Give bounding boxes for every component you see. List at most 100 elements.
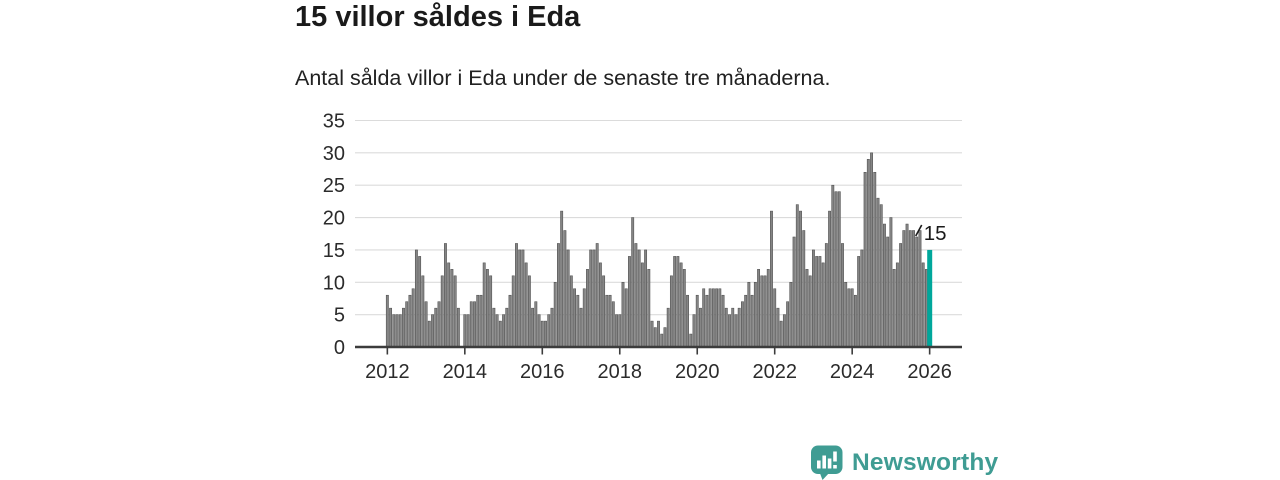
bar: [844, 282, 848, 348]
bar: [437, 301, 441, 348]
bar: [608, 294, 612, 348]
bar: [389, 307, 393, 348]
bar: [628, 256, 631, 348]
bar: [741, 301, 744, 348]
bar: [515, 243, 518, 348]
bar: [828, 210, 832, 348]
bar: [766, 269, 770, 348]
bar: [689, 333, 693, 348]
bar: [831, 184, 835, 348]
bar: [469, 301, 473, 348]
bar: [686, 294, 689, 348]
bar: [760, 275, 764, 348]
bar: [699, 307, 702, 348]
bar: [905, 223, 909, 348]
bar: [724, 307, 728, 348]
bar: [779, 320, 783, 348]
bar: [463, 314, 467, 348]
bar: [557, 243, 560, 348]
x-tick-label: 2020: [675, 361, 720, 383]
bar: [547, 314, 551, 348]
bar: [392, 314, 396, 348]
bar: [563, 230, 567, 348]
bar: [673, 256, 677, 348]
bar: [782, 314, 786, 348]
bar: [589, 249, 593, 348]
page-title: 15 villor såldes i Eda: [295, 1, 581, 33]
bar: [837, 191, 841, 348]
y-tick-label: 15: [323, 240, 345, 262]
chart-subtitle: Antal sålda villor i Eda under de senast…: [295, 66, 831, 90]
bar: [440, 275, 444, 348]
y-tick-label: 30: [323, 143, 345, 165]
bar: [770, 210, 773, 348]
bar: [489, 275, 493, 348]
bar: [902, 230, 906, 348]
latest-value-annotation: 15: [924, 222, 947, 245]
bar: [644, 249, 648, 348]
bar: [592, 249, 596, 348]
bar: [631, 217, 635, 348]
x-tick-label: 2014: [443, 361, 488, 383]
bar: [718, 288, 722, 348]
bar: [479, 294, 483, 348]
bar: [482, 262, 486, 348]
bar: [434, 307, 438, 348]
x-tick-label: 2016: [520, 361, 565, 383]
bar: [802, 230, 806, 348]
bar: [705, 294, 709, 348]
bar: [598, 262, 602, 348]
bar: [569, 275, 573, 348]
bar: [579, 307, 583, 348]
bar: [473, 301, 476, 348]
bar: [821, 262, 825, 348]
bar: [647, 269, 651, 348]
bar: [602, 275, 606, 348]
bar: [485, 269, 489, 348]
y-tick-label: 10: [323, 272, 345, 294]
bar: [521, 249, 525, 348]
bar: [398, 314, 402, 348]
bar: [402, 307, 405, 348]
bar: [611, 301, 615, 348]
bar: [453, 275, 457, 348]
bar: [850, 288, 854, 348]
bar: [395, 314, 399, 348]
bar: [405, 301, 409, 348]
bar: [776, 307, 780, 348]
bar: [456, 307, 460, 348]
bar: [634, 243, 638, 348]
bar: [747, 282, 751, 348]
bar: [908, 230, 912, 348]
bar: [534, 301, 538, 348]
bar: [385, 294, 389, 348]
bar: [711, 288, 715, 348]
bar: [650, 320, 654, 348]
bar: [818, 256, 822, 348]
bar: [795, 204, 799, 348]
bar: [618, 314, 622, 348]
bar: [586, 269, 589, 348]
bar: [721, 294, 725, 348]
bar: [876, 197, 880, 348]
bar: [421, 275, 425, 348]
bar: [495, 314, 499, 348]
bar: [841, 243, 844, 348]
bar: [692, 314, 696, 348]
bar: [666, 307, 670, 348]
bar: [431, 314, 434, 348]
bar: [744, 294, 748, 348]
bar: [531, 307, 535, 348]
bar: [444, 243, 447, 348]
bar: [799, 210, 802, 348]
bar: [870, 152, 873, 348]
bar: [731, 307, 735, 348]
bar: [424, 301, 428, 348]
bar: [508, 294, 512, 348]
bar: [524, 262, 528, 348]
x-tick-label: 2018: [598, 361, 643, 383]
bar: [866, 159, 870, 348]
bar: [679, 262, 683, 348]
bar: [808, 275, 812, 348]
bar: [502, 314, 505, 348]
